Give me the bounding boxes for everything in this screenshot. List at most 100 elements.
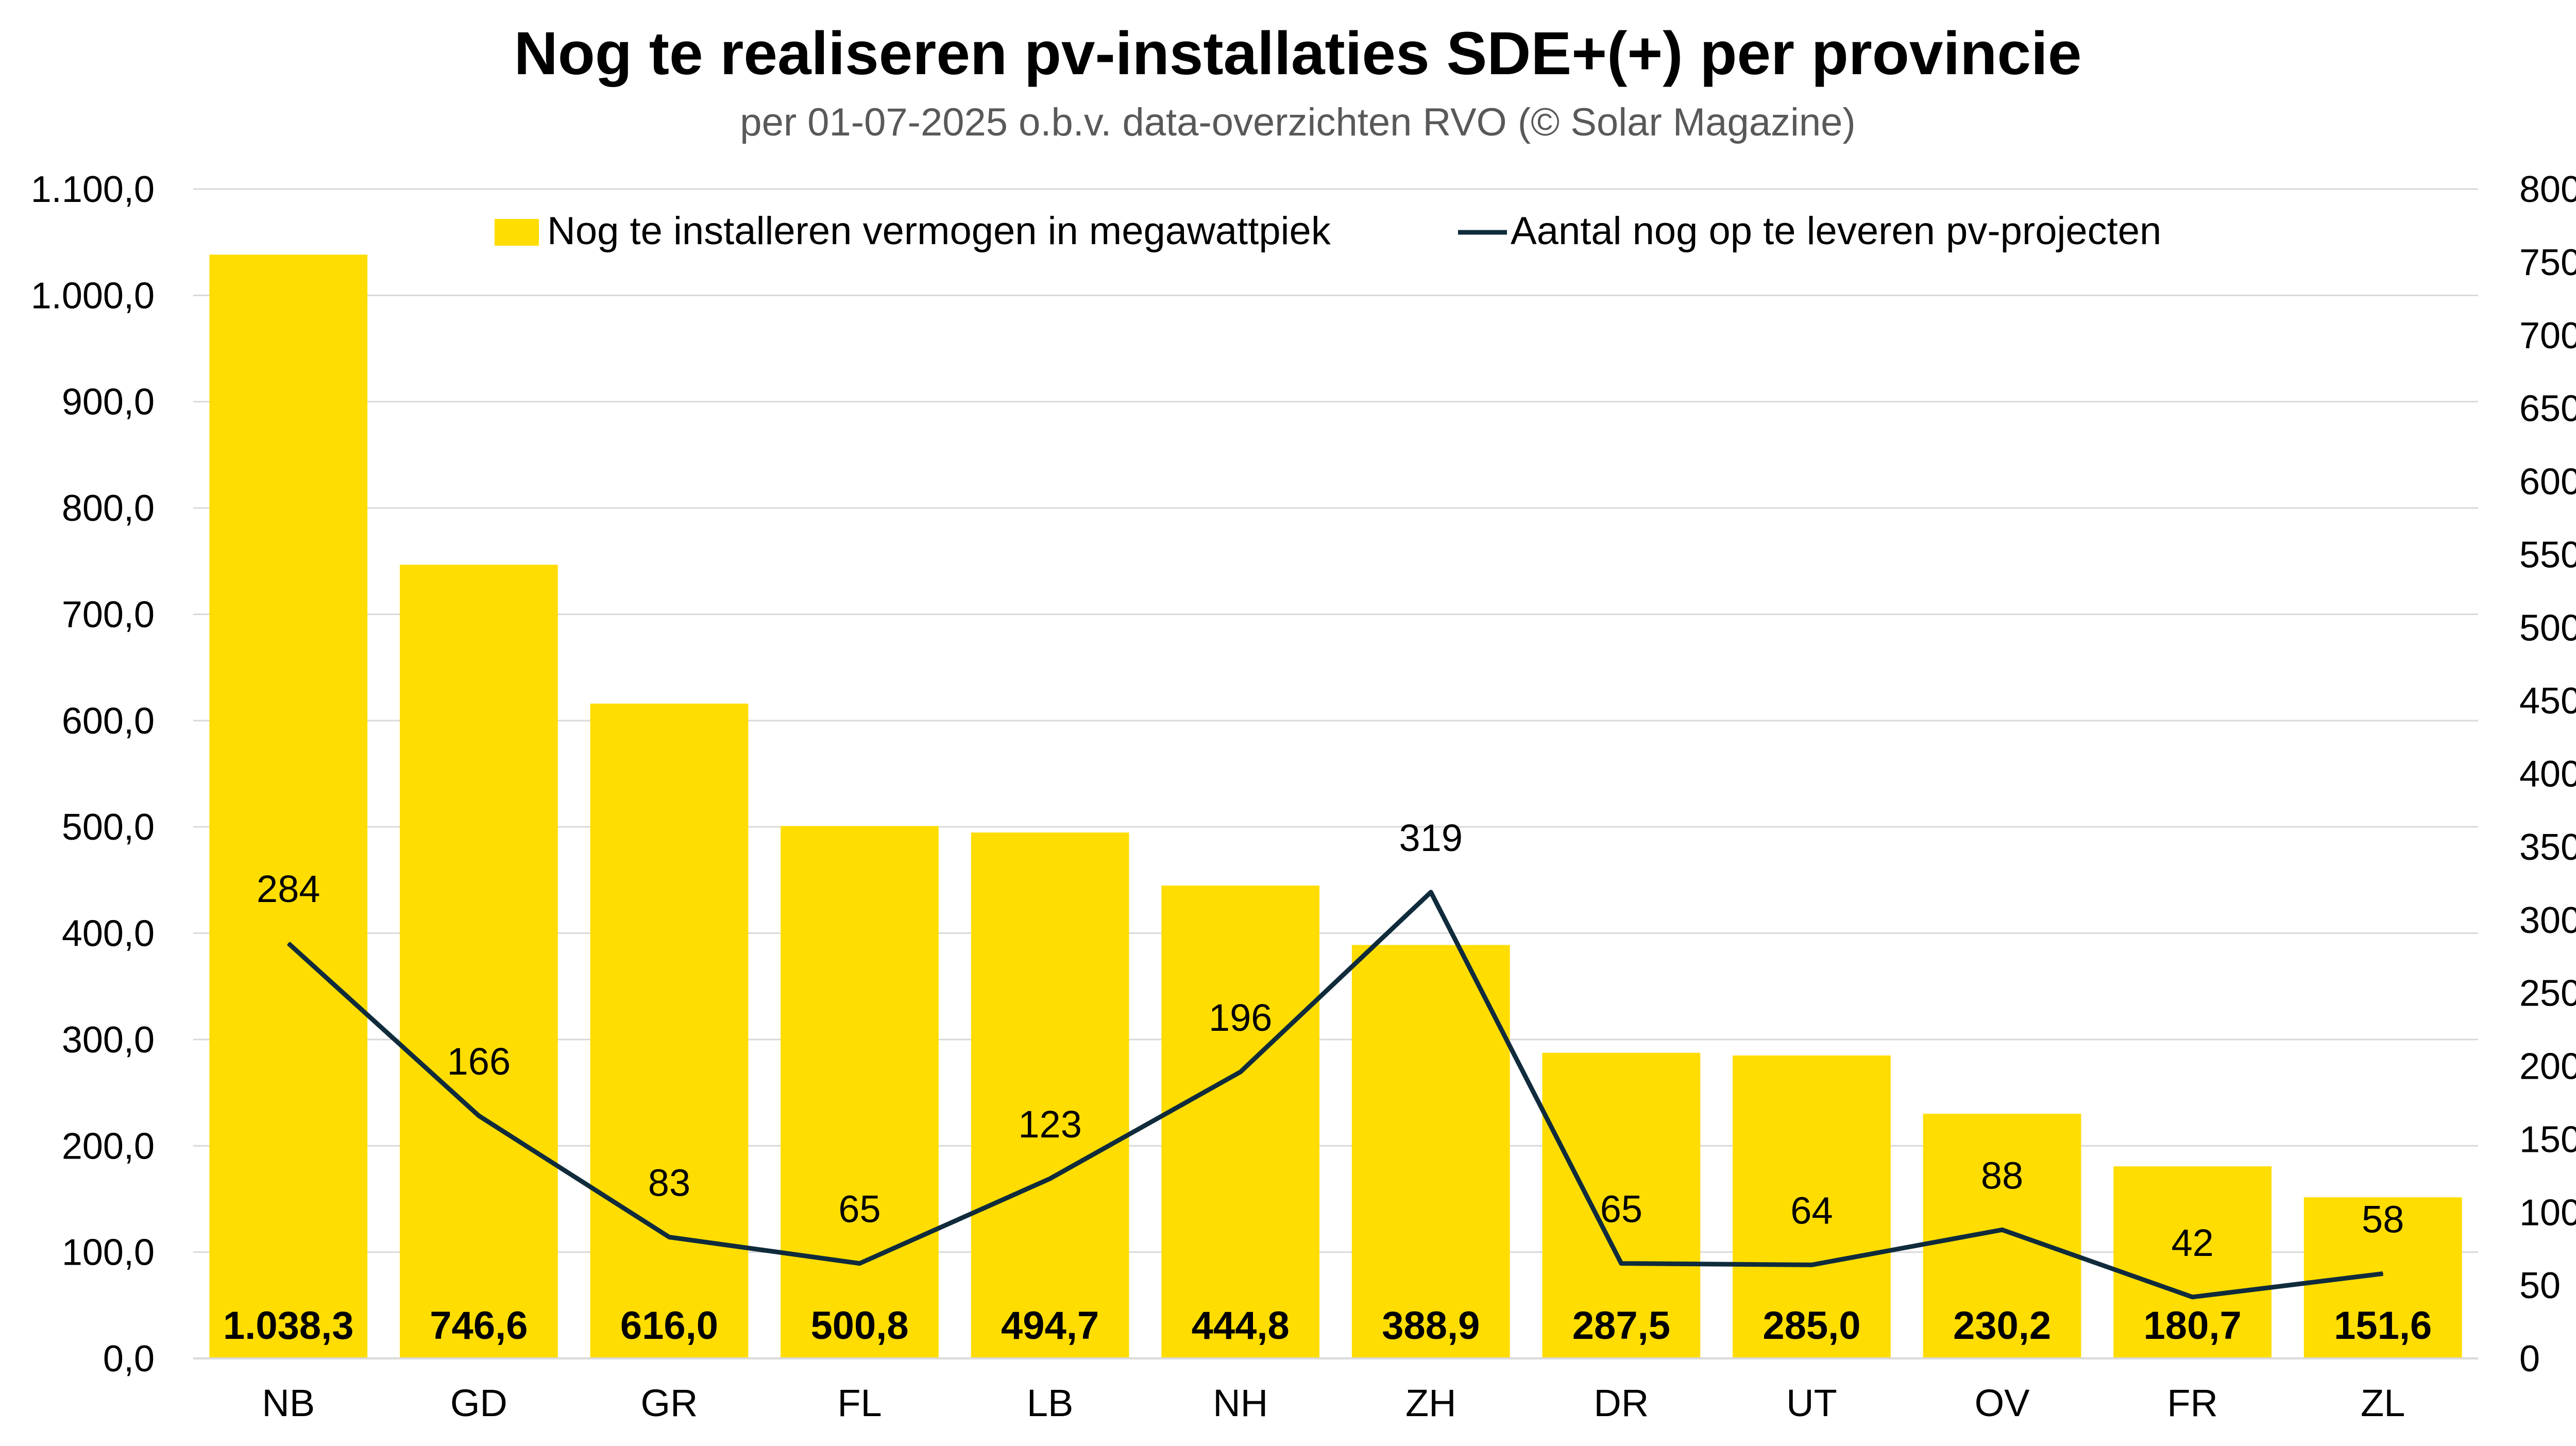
bar bbox=[1923, 1113, 2081, 1358]
line-point bbox=[1240, 1071, 1241, 1073]
y-right-tick-label: 250 bbox=[2519, 973, 2576, 1014]
line-value-label: 196 bbox=[1209, 996, 1272, 1039]
line-point bbox=[2382, 1273, 2384, 1274]
y-right-tick-label: 350 bbox=[2519, 827, 2576, 868]
x-tick-label: FL bbox=[837, 1382, 882, 1424]
y-left-tick-label: 0,0 bbox=[103, 1338, 155, 1380]
line-point bbox=[668, 1236, 670, 1238]
gridlines bbox=[193, 188, 2478, 1359]
y-right-tick-label: 750 bbox=[2519, 242, 2576, 283]
y-right-tick-label: 700 bbox=[2519, 315, 2576, 356]
y-right-tick-label: 600 bbox=[2519, 462, 2576, 503]
bar bbox=[781, 826, 939, 1358]
y-right-tick-label: 300 bbox=[2519, 900, 2576, 941]
bar-series bbox=[209, 254, 2462, 1358]
legend: Nog te installeren vermogen in megawattp… bbox=[495, 209, 2161, 253]
bar-value-label: 180,7 bbox=[2144, 1304, 2242, 1348]
line-point bbox=[1049, 1178, 1051, 1179]
line-value-label: 58 bbox=[2362, 1198, 2404, 1240]
bar-value-label: 230,2 bbox=[1953, 1304, 2051, 1348]
y-left-tick-label: 1.000,0 bbox=[31, 275, 155, 316]
line-point bbox=[1620, 1263, 1622, 1264]
line-value-label: 88 bbox=[1981, 1154, 2023, 1197]
line-series bbox=[286, 890, 2384, 1300]
y-right-tick-label: 100 bbox=[2519, 1192, 2576, 1233]
y-right-tick-label: 650 bbox=[2519, 388, 2576, 430]
line-value-label: 42 bbox=[2171, 1221, 2213, 1264]
y-left-tick-label: 700,0 bbox=[62, 594, 155, 635]
axes: 0,0 100,0 200,0 300,0 400,0 500,0 600,0 700,0 80… bbox=[31, 169, 2576, 1424]
legend-swatch-bars bbox=[495, 219, 539, 246]
bar-value-label: 444,8 bbox=[1192, 1304, 1290, 1348]
x-tick-label: NB bbox=[262, 1382, 315, 1424]
line-value-label: 65 bbox=[1600, 1188, 1642, 1231]
bar-value-label: 1.038,3 bbox=[223, 1304, 354, 1348]
data-labels: 1.038,3 746,6 616,0 500,8 494,7 444,8 388,9 287… bbox=[223, 816, 2432, 1348]
line-point bbox=[859, 1263, 860, 1264]
y-left-tick-label: 200,0 bbox=[62, 1126, 155, 1167]
bar bbox=[1351, 945, 1510, 1358]
x-tick-label: FR bbox=[2167, 1382, 2218, 1424]
y-right-tick-label: 200 bbox=[2519, 1046, 2576, 1087]
y-left-tick-label: 400,0 bbox=[62, 913, 155, 955]
bar-value-label: 388,9 bbox=[1382, 1304, 1480, 1348]
y-right-tick-label: 450 bbox=[2519, 681, 2576, 722]
line-value-label: 65 bbox=[838, 1188, 880, 1231]
line-point bbox=[2002, 1229, 2003, 1231]
chart-title: Nog te realiseren pv-installaties SDE+(+… bbox=[514, 20, 2082, 88]
bar bbox=[399, 565, 558, 1358]
y-left-tick-label: 300,0 bbox=[62, 1019, 155, 1061]
line-value-label: 319 bbox=[1399, 816, 1463, 859]
y-left-tick-label: 900,0 bbox=[62, 382, 155, 423]
bar bbox=[1542, 1052, 1701, 1358]
x-tick-label: DR bbox=[1594, 1382, 1649, 1424]
bar-value-label: 151,6 bbox=[2334, 1304, 2432, 1348]
bar-value-label: 746,6 bbox=[430, 1304, 528, 1348]
y-left-tick-label: 800,0 bbox=[62, 488, 155, 529]
y-right-tick-label: 550 bbox=[2519, 534, 2576, 575]
line-value-label: 284 bbox=[257, 867, 320, 910]
bar bbox=[209, 254, 368, 1358]
y-left-tick-label: 1.100,0 bbox=[31, 169, 155, 210]
x-tick-label: LB bbox=[1027, 1382, 1074, 1424]
bar bbox=[1733, 1055, 1891, 1358]
bar bbox=[2113, 1166, 2272, 1358]
y-left-tick-label: 500,0 bbox=[62, 807, 155, 848]
y-right-tick-label: 500 bbox=[2519, 607, 2576, 649]
line-point bbox=[1811, 1264, 1812, 1266]
legend-label-bars: Nog te installeren vermogen in megawattp… bbox=[547, 209, 1331, 253]
line-point bbox=[1430, 891, 1432, 893]
line-value-label: 83 bbox=[648, 1161, 690, 1204]
bar-value-label: 287,5 bbox=[1572, 1304, 1670, 1348]
x-tick-label: OV bbox=[1975, 1382, 2030, 1424]
bar bbox=[971, 832, 1129, 1358]
y-right-tick-label: 0 bbox=[2519, 1338, 2540, 1380]
line-point bbox=[2192, 1296, 2193, 1298]
line-value-label: 64 bbox=[1790, 1189, 1833, 1232]
x-tick-label: NH bbox=[1213, 1382, 1268, 1424]
bar bbox=[1161, 886, 1320, 1358]
x-tick-label: ZH bbox=[1405, 1382, 1456, 1424]
y-right-tick-label: 50 bbox=[2519, 1265, 2561, 1306]
series-line bbox=[286, 890, 2383, 1300]
line-value-label: 166 bbox=[447, 1040, 511, 1083]
x-tick-label: GD bbox=[450, 1382, 507, 1424]
y-right-tick-label: 150 bbox=[2519, 1119, 2576, 1160]
bar-value-label: 616,0 bbox=[620, 1304, 718, 1348]
bar-value-label: 494,7 bbox=[1001, 1304, 1099, 1348]
x-tick-label: ZL bbox=[2361, 1382, 2405, 1424]
legend-label-line: Aantal nog op te leveren pv-projecten bbox=[1511, 209, 2161, 253]
y-left-tick-label: 600,0 bbox=[62, 701, 155, 742]
y-right-tick-label: 800 bbox=[2519, 169, 2576, 210]
y-left-tick-label: 100,0 bbox=[62, 1232, 155, 1273]
bar-value-label: 285,0 bbox=[1762, 1304, 1860, 1348]
line-value-label: 123 bbox=[1018, 1103, 1081, 1146]
bar bbox=[590, 703, 749, 1358]
y-right-tick-label: 400 bbox=[2519, 754, 2576, 795]
bar-value-label: 500,8 bbox=[810, 1304, 908, 1348]
x-tick-label: GR bbox=[640, 1382, 698, 1424]
line-point bbox=[478, 1115, 480, 1116]
x-tick-label: UT bbox=[1786, 1382, 1837, 1424]
chart-subtitle: per 01-07-2025 o.b.v. data-overzichten R… bbox=[740, 100, 1856, 144]
